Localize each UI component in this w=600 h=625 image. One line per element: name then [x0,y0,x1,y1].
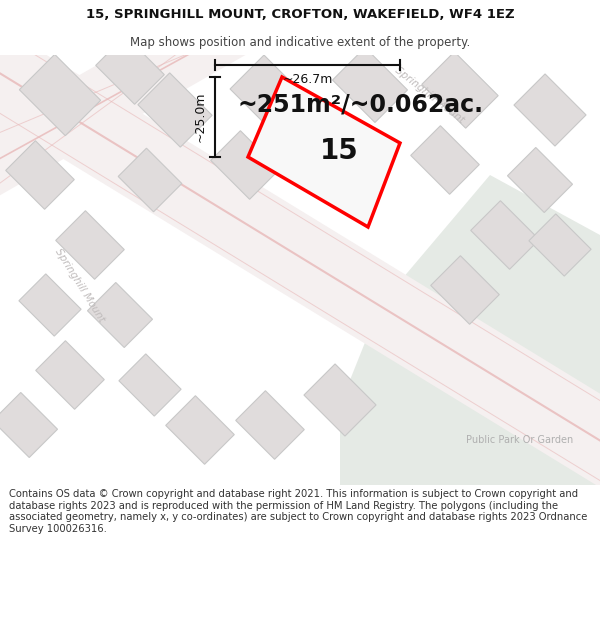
Polygon shape [332,48,407,122]
Polygon shape [88,282,152,348]
Text: ~251m²/~0.062ac.: ~251m²/~0.062ac. [237,93,483,117]
Polygon shape [0,0,266,203]
Text: 15: 15 [320,137,359,165]
Polygon shape [19,274,81,336]
Text: ~26.7m: ~26.7m [283,73,332,86]
Polygon shape [211,131,279,199]
Polygon shape [529,214,591,276]
Polygon shape [508,148,572,213]
Polygon shape [248,77,400,227]
Polygon shape [471,201,539,269]
Polygon shape [230,55,310,135]
Polygon shape [138,73,212,147]
Polygon shape [119,354,181,416]
Polygon shape [340,175,600,485]
Text: Map shows position and indicative extent of the property.: Map shows position and indicative extent… [130,36,470,49]
Text: Contains OS data © Crown copyright and database right 2021. This information is : Contains OS data © Crown copyright and d… [9,489,587,534]
Text: Springhill Mount: Springhill Mount [53,246,107,324]
Polygon shape [431,256,499,324]
Polygon shape [326,121,394,189]
Polygon shape [36,341,104,409]
Text: Public Park Or Garden: Public Park Or Garden [466,435,574,445]
Polygon shape [56,211,124,279]
Polygon shape [411,126,479,194]
Polygon shape [118,148,182,212]
Polygon shape [166,396,234,464]
Polygon shape [0,21,600,499]
Polygon shape [304,364,376,436]
Text: Springhill Mount: Springhill Mount [394,65,467,125]
Polygon shape [6,141,74,209]
Text: 15, SPRINGHILL MOUNT, CROFTON, WAKEFIELD, WF4 1EZ: 15, SPRINGHILL MOUNT, CROFTON, WAKEFIELD… [86,8,514,21]
Polygon shape [96,36,164,104]
Polygon shape [236,391,304,459]
Polygon shape [0,392,58,458]
Text: ~25.0m: ~25.0m [194,92,207,142]
Polygon shape [19,54,101,136]
Polygon shape [422,52,498,128]
Polygon shape [514,74,586,146]
